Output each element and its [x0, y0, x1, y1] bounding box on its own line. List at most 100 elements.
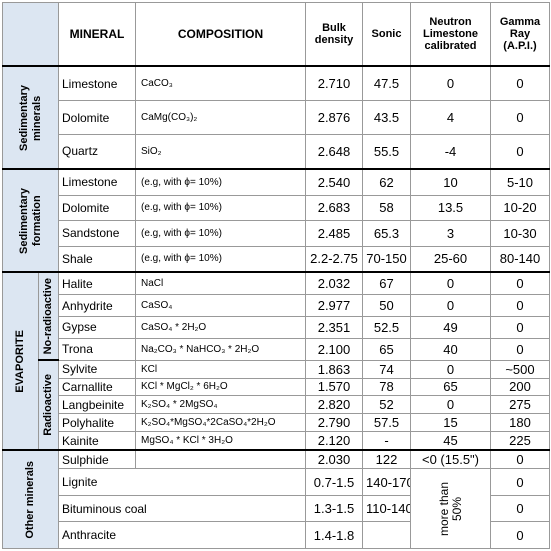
- sonic: 57.5: [362, 413, 411, 433]
- mineral: Trona: [58, 337, 136, 361]
- sonic: 122: [362, 449, 411, 470]
- bulk-density: 2.820: [305, 395, 363, 415]
- mineral: Lignite: [58, 468, 306, 496]
- neutron: <0 (15.5"): [410, 449, 491, 470]
- sonic: 50: [362, 294, 411, 317]
- gamma-ray: 5-10: [490, 168, 550, 196]
- subgroup: No-radioactive: [38, 271, 59, 361]
- group: Other minerals: [2, 449, 59, 550]
- sonic: 62: [362, 168, 411, 196]
- sonic: 47.5: [362, 65, 411, 102]
- neutron: -4: [410, 133, 491, 170]
- mineral: Limestone: [58, 65, 136, 102]
- neutron: 4: [410, 100, 491, 135]
- mineral: Limestone: [58, 168, 136, 196]
- mineral: Carnallite: [58, 377, 136, 397]
- group: EVAPORITE: [2, 271, 39, 451]
- sonic: [362, 521, 411, 549]
- corner: [2, 2, 59, 67]
- sonic: 74: [362, 359, 411, 379]
- table-row: Shale (e.g, with ϕ= 10%) 2.2-2.75 70-150 25-…: [3, 245, 550, 273]
- sonic: 58: [362, 194, 411, 222]
- mineral: Kainite: [58, 431, 136, 451]
- composition: MgSO₄ * KCl * 3H₂O: [135, 431, 306, 451]
- neutron-merged: more than 50%: [410, 468, 491, 549]
- neutron: 0: [410, 294, 491, 317]
- table-row: Dolomite CaMg(CO₃)₂ 2.876 43.5 4 0: [3, 100, 550, 135]
- mineral: Dolomite: [58, 100, 136, 135]
- bulk-density: 1.3-1.5: [305, 494, 363, 523]
- composition: (e.g, with ϕ= 10%): [135, 245, 306, 273]
- sonic: 140-170: [362, 468, 411, 496]
- bulk-density: 2.100: [305, 337, 363, 361]
- neutron: 0: [410, 359, 491, 379]
- mineral: Sylvite: [58, 359, 136, 379]
- sonic: 65: [362, 337, 411, 361]
- mineral: Gypse: [58, 315, 136, 339]
- bulk-density: 0.7-1.5: [305, 468, 363, 496]
- neutron: 3: [410, 220, 491, 247]
- gamma-ray: 200: [490, 377, 550, 397]
- mineral: Sulphide: [58, 449, 136, 470]
- table-body: Sedimentary minerals Limestone CaCO₃ 2.710 4…: [2, 64, 550, 550]
- table-row: Gypse CaSO₄ * 2H₂O 2.351 52.5 49 0: [3, 315, 550, 339]
- group: Sedimentary minerals: [2, 64, 59, 170]
- neutron-merged-label: more than 50%: [436, 481, 464, 536]
- table-row: Polyhalite K₂SO₄*MgSO₄*2CaSO₄*2H₂O 2.790 57…: [3, 413, 550, 433]
- gamma-ray: 10-20: [490, 194, 550, 222]
- neutron: 0: [410, 271, 491, 296]
- sonic: 110-140: [362, 494, 411, 523]
- table-row: Sedimentary minerals Limestone CaCO₃ 2.710 4…: [2, 64, 550, 170]
- composition: (e.g, with ϕ= 10%): [135, 220, 306, 247]
- bulk-density: 2.485: [305, 220, 363, 247]
- neutron: 15: [410, 413, 491, 433]
- group: Sedimentary formation: [2, 168, 59, 273]
- bulk-density: 2.648: [305, 133, 363, 170]
- composition: KCl: [135, 359, 306, 379]
- mineral: Polyhalite: [58, 413, 136, 433]
- bulk-density: 2.683: [305, 194, 363, 222]
- sonic: 43.5: [362, 100, 411, 135]
- composition: NaCl: [135, 271, 306, 296]
- group-label: EVAPORITE: [14, 329, 26, 393]
- table-row: Quartz SiO₂ 2.648 55.5 -4 0: [3, 133, 550, 170]
- table-row: Sedimentary formation Limestone (e.g, with…: [2, 168, 550, 273]
- group-label: Sedimentary minerals: [17, 84, 43, 151]
- neutron: 45: [410, 431, 491, 451]
- group-label: Sedimentary formation: [17, 187, 43, 254]
- mineral: Langbeinite: [58, 395, 136, 415]
- bulk-density: 1.4-1.8: [305, 521, 363, 549]
- group-label: Other minerals: [24, 460, 36, 539]
- table-row: Kainite MgSO₄ * KCl * 3H₂O 2.120-45 225: [3, 431, 550, 451]
- composition: [135, 449, 306, 470]
- bulk-density: 2.120: [305, 431, 363, 451]
- gamma-ray: ~500: [490, 359, 550, 379]
- bulk-density: 2.977: [305, 294, 363, 317]
- gamma-ray: 0: [490, 521, 550, 549]
- mineral: Dolomite: [58, 194, 136, 222]
- neutron: 25-60: [410, 245, 491, 273]
- sonic: 52: [362, 395, 411, 415]
- table-row: Carnallite KCl * MgCl₂ * 6H₂O 1.570 78 65 200: [3, 377, 550, 397]
- table-row: Anhydrite CaSO₄ 2.977 50 0 0: [3, 294, 550, 317]
- composition: CaSO₄ * 2H₂O: [135, 315, 306, 339]
- table-row: Langbeinite K₂SO₄ * 2MgSO₄ 2.820 52 0 275: [3, 395, 550, 415]
- composition: Na₂CO₃ * NaHCO₃ * 2H₂O: [135, 337, 306, 361]
- subgroup: Radioactive: [38, 359, 59, 451]
- mineral: Halite: [58, 271, 136, 296]
- gamma-ray: 0: [490, 315, 550, 339]
- table-row: Bituminous coal 1.3-1.5 110-140 0: [3, 494, 550, 523]
- bulk-density: 2.030: [305, 449, 363, 470]
- table-row: Sandstone (e.g, with ϕ= 10%) 2.485 65.3 3 10-…: [3, 220, 550, 247]
- header-cell: Neutron Limestone calibrated: [410, 2, 491, 67]
- neutron: 40: [410, 337, 491, 361]
- gamma-ray: 0: [490, 100, 550, 135]
- table-row: Trona Na₂CO₃ * NaHCO₃ * 2H₂O 2.100 65 40 0: [3, 337, 550, 361]
- sonic: -: [362, 431, 411, 451]
- header-cell: COMPOSITION: [135, 2, 306, 67]
- bulk-density: 2.540: [305, 168, 363, 196]
- gamma-ray: 0: [490, 449, 550, 470]
- neutron: 0: [410, 65, 491, 102]
- gamma-ray: 275: [490, 395, 550, 415]
